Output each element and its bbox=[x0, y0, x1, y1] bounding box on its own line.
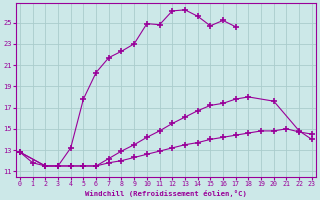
X-axis label: Windchill (Refroidissement éolien,°C): Windchill (Refroidissement éolien,°C) bbox=[85, 190, 247, 197]
